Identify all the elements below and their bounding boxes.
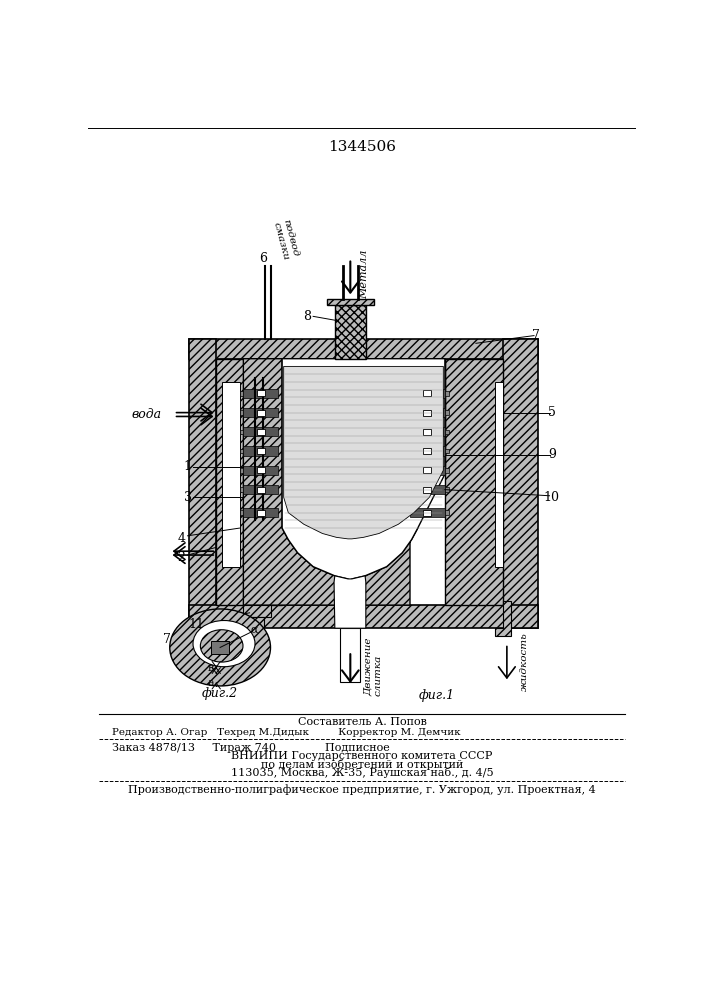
Polygon shape (284, 366, 443, 539)
Text: 11: 11 (189, 618, 205, 631)
Polygon shape (189, 605, 538, 628)
Text: Движение
слитка: Движение слитка (363, 637, 383, 696)
Ellipse shape (193, 620, 255, 667)
Polygon shape (445, 449, 449, 453)
Polygon shape (257, 410, 265, 416)
Polygon shape (282, 359, 445, 474)
Polygon shape (410, 427, 445, 436)
Polygon shape (211, 641, 230, 654)
Text: ВНИИПИ Государственного комитета СССР: ВНИИПИ Государственного комитета СССР (231, 751, 493, 761)
Polygon shape (257, 390, 265, 396)
Polygon shape (243, 359, 348, 605)
Polygon shape (445, 410, 449, 415)
Text: 7: 7 (532, 329, 540, 342)
Text: 113035, Москва, Ж-35, Раушская наб., д. 4/5: 113035, Москва, Ж-35, Раушская наб., д. … (230, 767, 493, 778)
Text: α: α (250, 625, 258, 635)
Polygon shape (257, 487, 265, 493)
Polygon shape (503, 339, 538, 628)
Text: фиг.1: фиг.1 (419, 689, 455, 702)
Polygon shape (257, 429, 265, 435)
Polygon shape (282, 359, 445, 584)
Polygon shape (423, 429, 431, 435)
Polygon shape (250, 617, 264, 628)
Text: 1344506: 1344506 (328, 140, 396, 154)
Polygon shape (243, 389, 279, 398)
Polygon shape (257, 448, 265, 454)
Polygon shape (445, 359, 503, 605)
Polygon shape (189, 339, 538, 359)
Text: 1: 1 (184, 460, 192, 473)
Text: 6: 6 (259, 252, 267, 265)
Polygon shape (243, 508, 279, 517)
Polygon shape (495, 382, 503, 567)
Text: Производственно-полиграфическое предприятие, г. Ужгород, ул. Проектная, 4: Производственно-полиграфическое предприя… (128, 784, 596, 795)
Text: фиг.2: фиг.2 (202, 687, 238, 700)
Polygon shape (410, 466, 445, 475)
Polygon shape (445, 391, 449, 396)
Text: Составитель А. Попов: Составитель А. Попов (298, 717, 426, 727)
Polygon shape (335, 305, 366, 359)
Text: 10: 10 (544, 491, 560, 504)
Text: 5: 5 (548, 406, 556, 419)
Text: 4: 4 (177, 532, 185, 545)
Polygon shape (423, 467, 431, 473)
Polygon shape (423, 410, 431, 416)
Polygon shape (240, 449, 243, 453)
Polygon shape (243, 446, 279, 456)
Text: вода: вода (132, 408, 162, 421)
Text: 7: 7 (163, 633, 171, 646)
Text: 2: 2 (177, 551, 185, 564)
Polygon shape (243, 485, 279, 494)
Text: Заказ 4878/13     Тираж 740              Подписное: Заказ 4878/13 Тираж 740 Подписное (112, 743, 390, 753)
Polygon shape (445, 468, 449, 473)
Polygon shape (240, 391, 243, 396)
Text: Редактор А. Огар   Техред М.Дидык         Корректор М. Демчик: Редактор А. Огар Техред М.Дидык Корректо… (112, 728, 460, 737)
Polygon shape (410, 485, 445, 494)
Polygon shape (240, 430, 243, 434)
Polygon shape (243, 408, 279, 417)
Polygon shape (352, 359, 445, 605)
Polygon shape (410, 508, 445, 517)
Polygon shape (495, 601, 510, 636)
Polygon shape (240, 487, 243, 492)
Polygon shape (410, 446, 445, 456)
Polygon shape (240, 468, 243, 473)
Ellipse shape (200, 630, 243, 662)
Polygon shape (243, 605, 271, 617)
Polygon shape (340, 628, 360, 682)
Polygon shape (240, 410, 243, 415)
Polygon shape (445, 430, 449, 434)
Polygon shape (243, 466, 279, 475)
Text: 3: 3 (184, 491, 192, 504)
Polygon shape (445, 487, 449, 492)
Polygon shape (410, 408, 445, 417)
Polygon shape (240, 510, 243, 515)
Text: подвод
смазки: подвод смазки (271, 218, 300, 261)
Polygon shape (216, 359, 282, 605)
Text: а: а (208, 678, 214, 688)
Polygon shape (410, 389, 445, 398)
Polygon shape (423, 510, 431, 516)
Polygon shape (327, 299, 373, 305)
Text: 9: 9 (548, 448, 556, 461)
Text: Металл: Металл (360, 249, 370, 299)
Polygon shape (423, 448, 431, 454)
Polygon shape (445, 510, 449, 515)
Text: жидкость: жидкость (520, 633, 529, 691)
Polygon shape (334, 576, 366, 628)
Polygon shape (257, 467, 265, 473)
Polygon shape (423, 487, 431, 493)
Polygon shape (243, 427, 279, 436)
Ellipse shape (170, 609, 271, 686)
Text: 8: 8 (303, 310, 311, 323)
Polygon shape (257, 510, 265, 516)
Text: в: в (208, 663, 214, 673)
Text: по делам изобретений и открытий: по делам изобретений и открытий (261, 759, 463, 770)
Polygon shape (222, 382, 240, 567)
Polygon shape (423, 390, 431, 396)
Polygon shape (189, 339, 216, 628)
